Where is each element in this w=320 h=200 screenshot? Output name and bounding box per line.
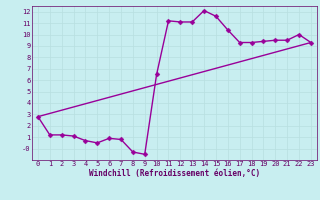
X-axis label: Windchill (Refroidissement éolien,°C): Windchill (Refroidissement éolien,°C): [89, 169, 260, 178]
